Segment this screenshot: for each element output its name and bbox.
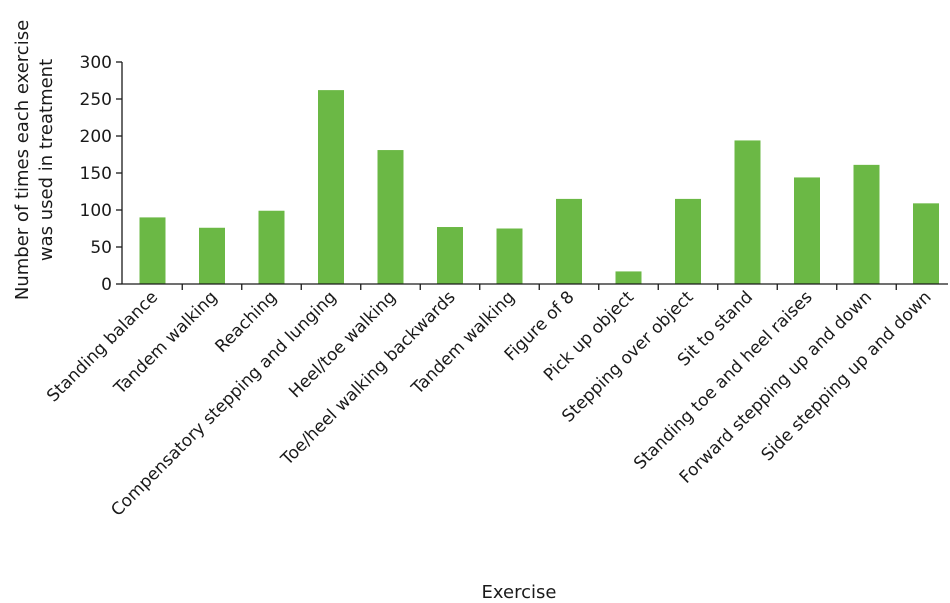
bar xyxy=(556,198,582,284)
x-tick-label: Tandem walking xyxy=(407,287,519,399)
bar xyxy=(318,90,344,285)
bar xyxy=(437,227,463,284)
x-tick-label: Heel/toe walking xyxy=(285,287,400,402)
x-axis xyxy=(122,283,948,290)
x-tick-label: Tandem walking xyxy=(110,287,222,399)
y-tick-label: 0 xyxy=(101,275,112,295)
y-axis-title: Number of times each exercise was used in… xyxy=(12,20,57,300)
bar xyxy=(377,150,404,284)
bar xyxy=(853,164,880,284)
y-tick-label: 100 xyxy=(80,201,112,221)
bar xyxy=(258,210,285,284)
y-axis: 0 50 100 150 200 250 300 xyxy=(80,53,123,295)
y-tick-label: 300 xyxy=(80,53,112,73)
y-axis-title-line: Number of times each exercise xyxy=(12,20,33,300)
bar xyxy=(734,140,761,284)
x-axis-title: Exercise xyxy=(482,582,557,603)
y-tick-label: 150 xyxy=(80,164,112,184)
y-tick-label: 250 xyxy=(80,90,112,110)
bar xyxy=(615,271,642,284)
bar xyxy=(675,198,701,284)
bar xyxy=(199,227,225,284)
y-axis-title-line: was used in treatment xyxy=(36,59,57,261)
x-tick-label: Compensatory stepping and lunging xyxy=(107,287,340,520)
bar xyxy=(496,228,523,284)
bar xyxy=(794,177,820,284)
bars xyxy=(139,90,939,285)
bar xyxy=(139,217,166,284)
bar xyxy=(913,203,939,284)
y-tick-label: 50 xyxy=(90,238,112,258)
x-tick-label: Standing balance xyxy=(43,287,162,406)
y-tick-label: 200 xyxy=(80,127,112,147)
